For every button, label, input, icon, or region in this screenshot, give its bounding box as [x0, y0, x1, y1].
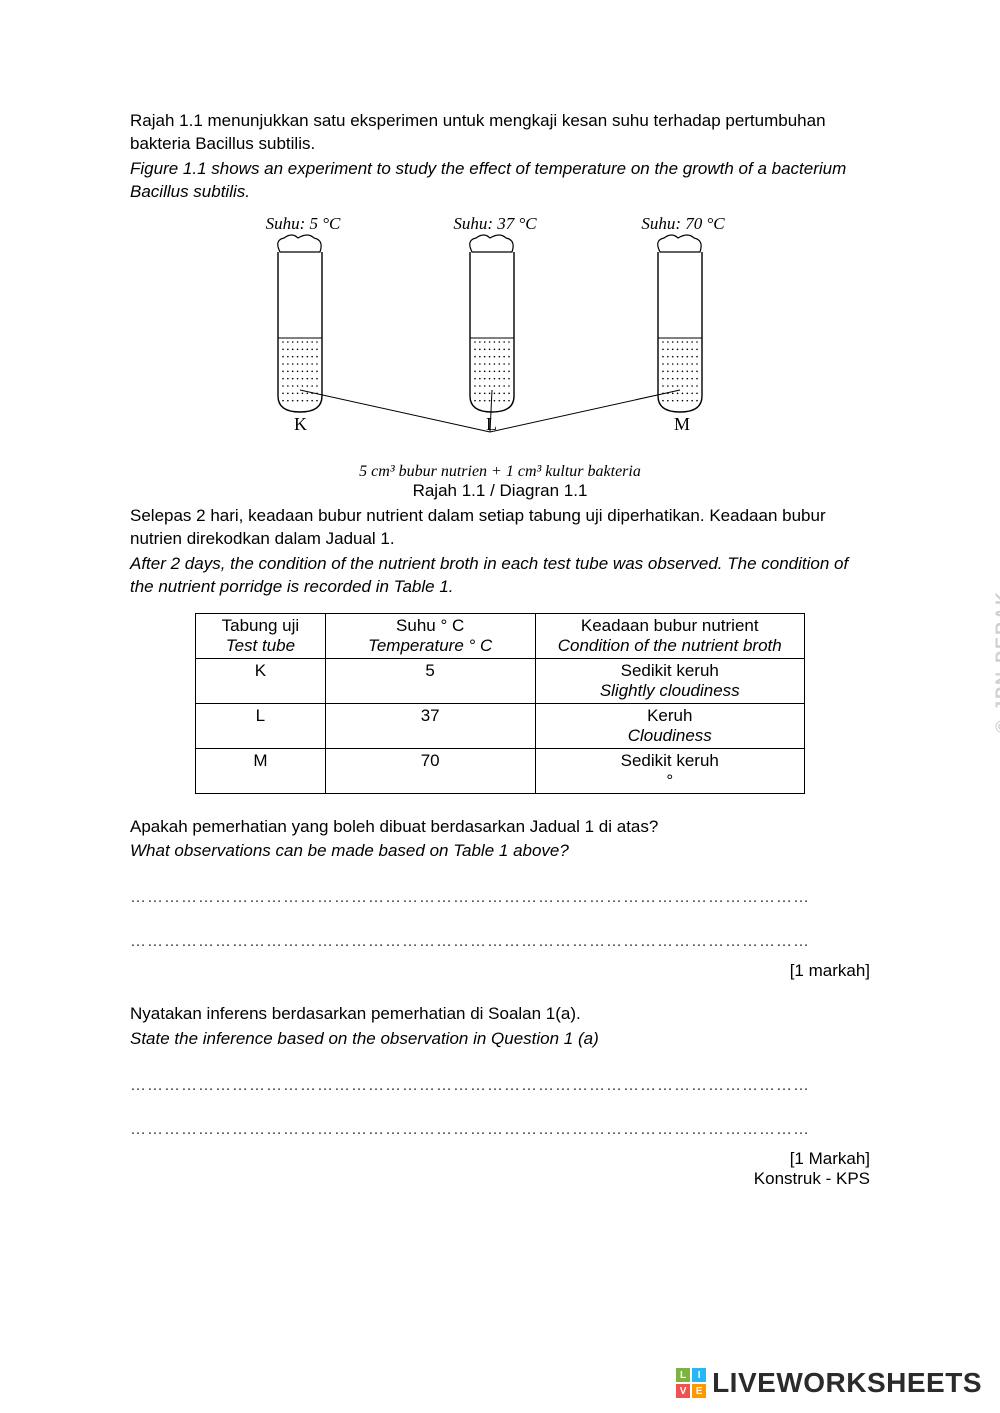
cell-cond-b: Cloudiness [542, 726, 799, 746]
after-en: After 2 days, the condition of the nutri… [130, 553, 870, 599]
cell-tube: M [196, 748, 326, 793]
q2-ms: Nyatakan inferens berdasarkan pemerhatia… [130, 1003, 870, 1026]
h1a: Tabung uji [202, 616, 319, 636]
q2-marks: [1 Markah] Konstruk - KPS [130, 1149, 870, 1189]
footer-logo: L I V E LIVEWORKSHEETS [676, 1367, 982, 1399]
cell-cond-a: Sedikit keruh [542, 661, 799, 681]
q1-marks: [1 markah] [130, 961, 870, 981]
intro-text: Rajah 1.1 menunjukkan satu eksperimen un… [130, 110, 870, 204]
cell-tube: L [196, 703, 326, 748]
footer-text: LIVEWORKSHEETS [712, 1367, 982, 1399]
table-row: K 5 Sedikit keruh Slightly cloudiness [196, 658, 805, 703]
h2b: Temperature ° C [332, 636, 529, 656]
intro-ms: Rajah 1.1 menunjukkan satu eksperimen un… [130, 110, 870, 156]
tube-temp-label: Suhu: 70 °C [628, 214, 738, 234]
q1-ms: Apakah pemerhatian yang boleh dibuat ber… [130, 816, 870, 839]
table-row: L 37 Keruh Cloudiness [196, 703, 805, 748]
after-ms: Selepas 2 hari, keadaan bubur nutrient d… [130, 505, 870, 551]
logo-cell: E [692, 1384, 706, 1398]
answer-line[interactable]: ………………………………………………………………………………………………………… [130, 1121, 870, 1139]
answer-line[interactable]: ………………………………………………………………………………………………………… [130, 889, 870, 907]
q2-en: State the inference based on the observa… [130, 1028, 870, 1051]
h3b: Condition of the nutrient broth [542, 636, 799, 656]
answer-line[interactable]: ………………………………………………………………………………………………………… [130, 933, 870, 951]
cell-tube: K [196, 658, 326, 703]
logo-grid: L I V E [676, 1368, 706, 1398]
tube-temp-label: Suhu: 37 °C [440, 214, 550, 234]
intro-en: Figure 1.1 shows an experiment to study … [130, 158, 870, 204]
answer-line[interactable]: ………………………………………………………………………………………………………… [130, 1077, 870, 1095]
logo-cell: I [692, 1368, 706, 1382]
h1b: Test tube [202, 636, 319, 656]
watermark: © JPN PERAK [992, 590, 1000, 733]
cell-cond-a: Sedikit keruh [542, 751, 799, 771]
cell-cond-b: ° [542, 771, 799, 791]
tube-temp-label: Suhu: 5 °C [248, 214, 358, 234]
q2-marks-text: [1 Markah] [130, 1149, 870, 1169]
q2-construct: Konstruk - KPS [130, 1169, 870, 1189]
cell-temp: 70 [325, 748, 535, 793]
cell-cond-a: Keruh [542, 706, 799, 726]
table-row: M 70 Sedikit keruh ° [196, 748, 805, 793]
diagram-caption: Rajah 1.1 / Diagran 1.1 [130, 481, 870, 501]
cell-temp: 37 [325, 703, 535, 748]
data-table: Tabung uji Test tube Suhu ° C Temperatur… [195, 613, 805, 794]
q1-en: What observations can be made based on T… [130, 840, 870, 863]
h2a: Suhu ° C [332, 616, 529, 636]
question-1a: Apakah pemerhatian yang boleh dibuat ber… [130, 816, 870, 982]
cell-temp: 5 [325, 658, 535, 703]
cell-cond-b: Slightly cloudiness [542, 681, 799, 701]
table-header-row: Tabung uji Test tube Suhu ° C Temperatur… [196, 613, 805, 658]
logo-cell: V [676, 1384, 690, 1398]
callout-lines [130, 384, 870, 444]
after-text: Selepas 2 hari, keadaan bubur nutrient d… [130, 505, 870, 599]
logo-cell: L [676, 1368, 690, 1382]
h3a: Keadaan bubur nutrient [542, 616, 799, 636]
diagram-area: Suhu: 5 °CKSuhu: 37 °CLSuhu: 70 °CM [130, 214, 870, 469]
question-1b: Nyatakan inferens berdasarkan pemerhatia… [130, 1003, 870, 1189]
